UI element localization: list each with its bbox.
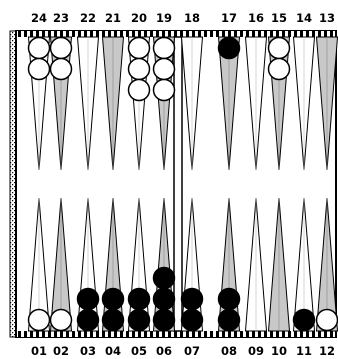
top-point-number: 23 — [53, 11, 69, 25]
black-checker[interactable] — [217, 36, 241, 60]
white-checker[interactable] — [267, 36, 291, 60]
top-point-number: 20 — [131, 11, 147, 25]
white-checker[interactable] — [49, 36, 73, 60]
center-bar — [173, 36, 183, 332]
top-point-number: 17 — [221, 11, 237, 25]
white-checker[interactable] — [152, 78, 176, 102]
top-point-number: 21 — [105, 11, 121, 25]
white-checker[interactable] — [27, 57, 51, 81]
white-checker[interactable] — [152, 36, 176, 60]
top-point-number: 16 — [248, 11, 264, 25]
white-checker[interactable] — [49, 308, 73, 332]
white-checker[interactable] — [49, 57, 73, 81]
bottom-point-number: 07 — [184, 344, 200, 358]
black-checker[interactable] — [152, 308, 176, 332]
white-checker[interactable] — [27, 308, 51, 332]
white-checker[interactable] — [152, 57, 176, 81]
bottom-point-number: 10 — [271, 344, 287, 358]
top-rail — [17, 31, 335, 37]
black-checker[interactable] — [292, 308, 316, 332]
bottom-point-number: 12 — [319, 344, 335, 358]
black-checker[interactable] — [127, 287, 151, 311]
white-checker[interactable] — [27, 36, 51, 60]
bottom-point-number: 09 — [248, 344, 264, 358]
bottom-point-number: 01 — [31, 344, 47, 358]
black-checker[interactable] — [217, 308, 241, 332]
top-point-number: 15 — [271, 11, 287, 25]
black-checker[interactable] — [76, 287, 100, 311]
top-point-number: 14 — [296, 11, 312, 25]
black-checker[interactable] — [101, 308, 125, 332]
black-checker[interactable] — [127, 308, 151, 332]
top-point-number: 19 — [156, 11, 172, 25]
black-checker[interactable] — [101, 287, 125, 311]
top-point-number: 13 — [319, 11, 335, 25]
black-checker[interactable] — [180, 308, 204, 332]
bottom-point-number: 03 — [80, 344, 96, 358]
bottom-point-number: 11 — [296, 344, 312, 358]
black-checker[interactable] — [76, 308, 100, 332]
bottom-rail — [17, 331, 335, 337]
bottom-point-number: 05 — [131, 344, 147, 358]
white-checker[interactable] — [315, 308, 338, 332]
top-point-number: 18 — [184, 11, 200, 25]
white-checker[interactable] — [127, 36, 151, 60]
black-checker[interactable] — [152, 287, 176, 311]
black-checker[interactable] — [180, 287, 204, 311]
bottom-point-number: 06 — [156, 344, 172, 358]
white-checker[interactable] — [127, 78, 151, 102]
bottom-point-number: 08 — [221, 344, 237, 358]
bottom-point-number: 02 — [53, 344, 69, 358]
white-checker[interactable] — [267, 57, 291, 81]
black-checker[interactable] — [217, 287, 241, 311]
top-point-number: 22 — [80, 11, 96, 25]
top-point-number: 24 — [31, 11, 47, 25]
black-checker[interactable] — [152, 266, 176, 290]
bottom-point-number: 04 — [105, 344, 121, 358]
white-checker[interactable] — [127, 57, 151, 81]
